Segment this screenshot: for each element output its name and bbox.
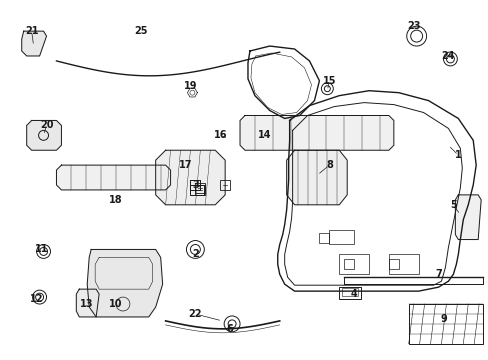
Bar [388, 255, 418, 274]
Text: 9: 9 [439, 314, 446, 324]
Text: 1: 1 [454, 150, 461, 160]
Text: 5: 5 [449, 200, 456, 210]
Bar [408, 304, 482, 344]
Polygon shape [56, 165, 170, 190]
Bar [195, 185, 205, 195]
Text: 24: 24 [441, 51, 454, 61]
Polygon shape [76, 289, 99, 317]
Polygon shape [454, 195, 480, 239]
Polygon shape [240, 116, 393, 150]
Bar [344, 260, 353, 269]
Text: 15: 15 [322, 76, 335, 86]
Bar [195, 183, 205, 193]
Polygon shape [87, 249, 163, 317]
Text: 19: 19 [183, 81, 197, 91]
Bar [190, 180, 200, 190]
Bar [339, 255, 368, 274]
Text: 7: 7 [434, 269, 441, 279]
Bar [190, 185, 204, 195]
Text: 11: 11 [35, 244, 48, 255]
Text: 4: 4 [350, 289, 357, 299]
Bar [388, 260, 398, 269]
Bar [319, 233, 328, 243]
Text: 12: 12 [30, 294, 43, 304]
Polygon shape [155, 150, 224, 205]
Bar [342, 288, 357, 296]
Polygon shape [286, 150, 346, 205]
Text: 23: 23 [406, 21, 420, 31]
Bar [339, 287, 360, 299]
Text: 16: 16 [213, 130, 226, 140]
Text: 10: 10 [109, 299, 122, 309]
Text: 22: 22 [188, 309, 202, 319]
Polygon shape [27, 121, 61, 150]
Text: 18: 18 [109, 195, 122, 205]
Text: 21: 21 [25, 26, 39, 36]
Text: 2: 2 [192, 249, 198, 260]
Text: 3: 3 [192, 180, 198, 190]
Text: 14: 14 [258, 130, 271, 140]
Text: 8: 8 [325, 160, 332, 170]
Text: 6: 6 [226, 324, 233, 334]
Text: 17: 17 [178, 160, 192, 170]
Polygon shape [21, 31, 46, 56]
Text: 13: 13 [80, 299, 93, 309]
Text: 25: 25 [134, 26, 147, 36]
Bar [220, 180, 230, 190]
Bar [328, 230, 353, 244]
Bar [190, 180, 200, 190]
Text: 20: 20 [40, 121, 53, 130]
